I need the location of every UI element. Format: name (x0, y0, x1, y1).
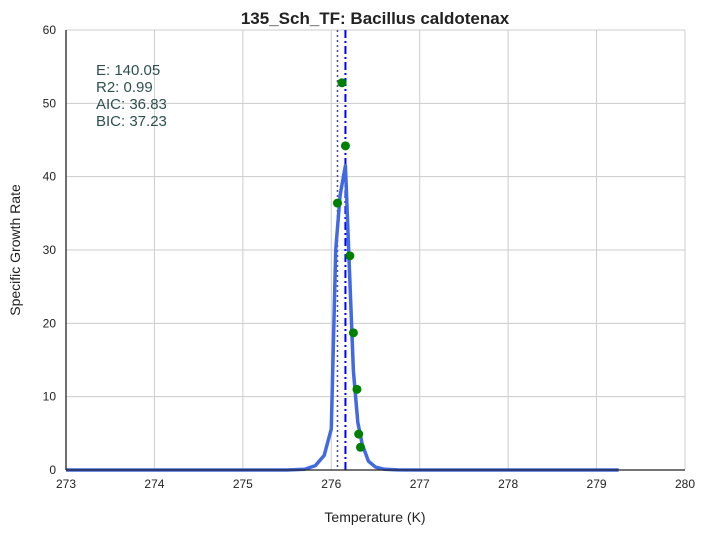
stat-e: E: 140.05 (96, 62, 160, 79)
grid-lines (65, 29, 686, 471)
data-point (355, 442, 365, 452)
y-axis-label: Specific Growth Rate (7, 184, 23, 316)
data-point (337, 78, 347, 88)
chart-title: 135_Sch_TF: Bacillus caldotenax (241, 9, 510, 28)
y-tick-label: 50 (43, 96, 57, 110)
data-point (345, 251, 355, 261)
x-tick-label: 278 (498, 477, 518, 491)
axes (65, 30, 685, 471)
data-point (332, 198, 342, 208)
x-tick-label: 275 (233, 477, 253, 491)
y-tick-label: 40 (43, 170, 57, 184)
fit-line (66, 163, 619, 472)
y-tick-label: 20 (43, 316, 57, 330)
data-point (354, 429, 364, 439)
x-tick-label: 279 (587, 477, 607, 491)
stat-r2: R2: 0.99 (96, 79, 153, 96)
x-tick-label: 277 (410, 477, 430, 491)
stat-bic: BIC: 37.23 (96, 113, 167, 130)
stat-aic: AIC: 36.83 (96, 96, 167, 113)
reference-lines (336, 30, 347, 470)
fit-series (66, 163, 619, 472)
tick-labels: 273 274 275 276 277 278 279 280 0 10 20 30 40 50 60 (43, 23, 696, 491)
y-tick-label: 60 (43, 23, 57, 37)
data-point (348, 328, 358, 338)
x-axis-label: Temperature (K) (324, 509, 425, 525)
y-tick-label: 10 (43, 390, 57, 404)
x-tick-label: 274 (144, 477, 164, 491)
y-tick-label: 30 (43, 243, 57, 257)
data-point (340, 141, 350, 151)
data-point (352, 384, 362, 394)
x-tick-label: 280 (675, 477, 695, 491)
y-tick-label: 0 (49, 463, 56, 477)
x-tick-label: 273 (56, 477, 76, 491)
observed-points (332, 78, 365, 452)
fit-statistics: E: 140.05 R2: 0.99 AIC: 36.83 BIC: 37.23 (96, 62, 167, 130)
x-tick-label: 276 (321, 477, 341, 491)
